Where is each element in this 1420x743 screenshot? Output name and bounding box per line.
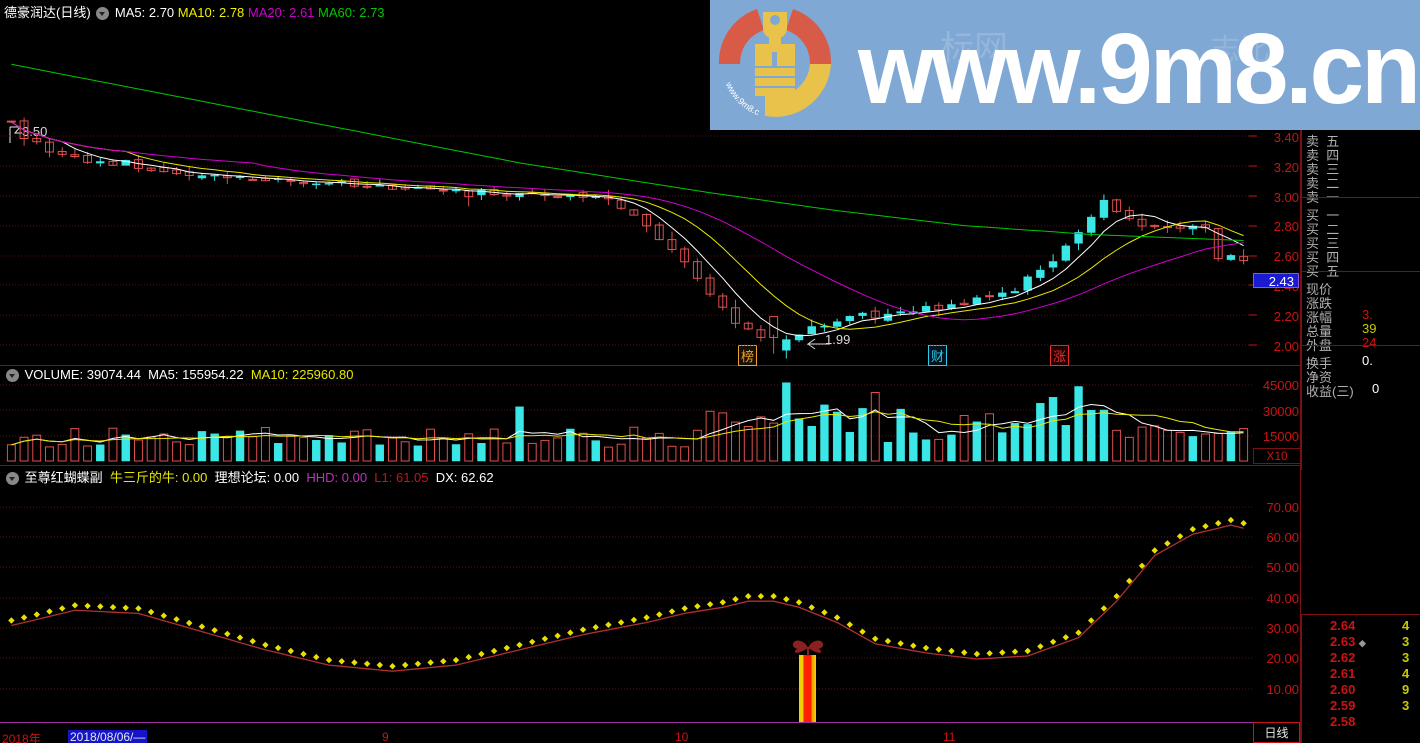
svg-text:www.9m8.cn: www.9m8.cn xyxy=(857,13,1418,125)
